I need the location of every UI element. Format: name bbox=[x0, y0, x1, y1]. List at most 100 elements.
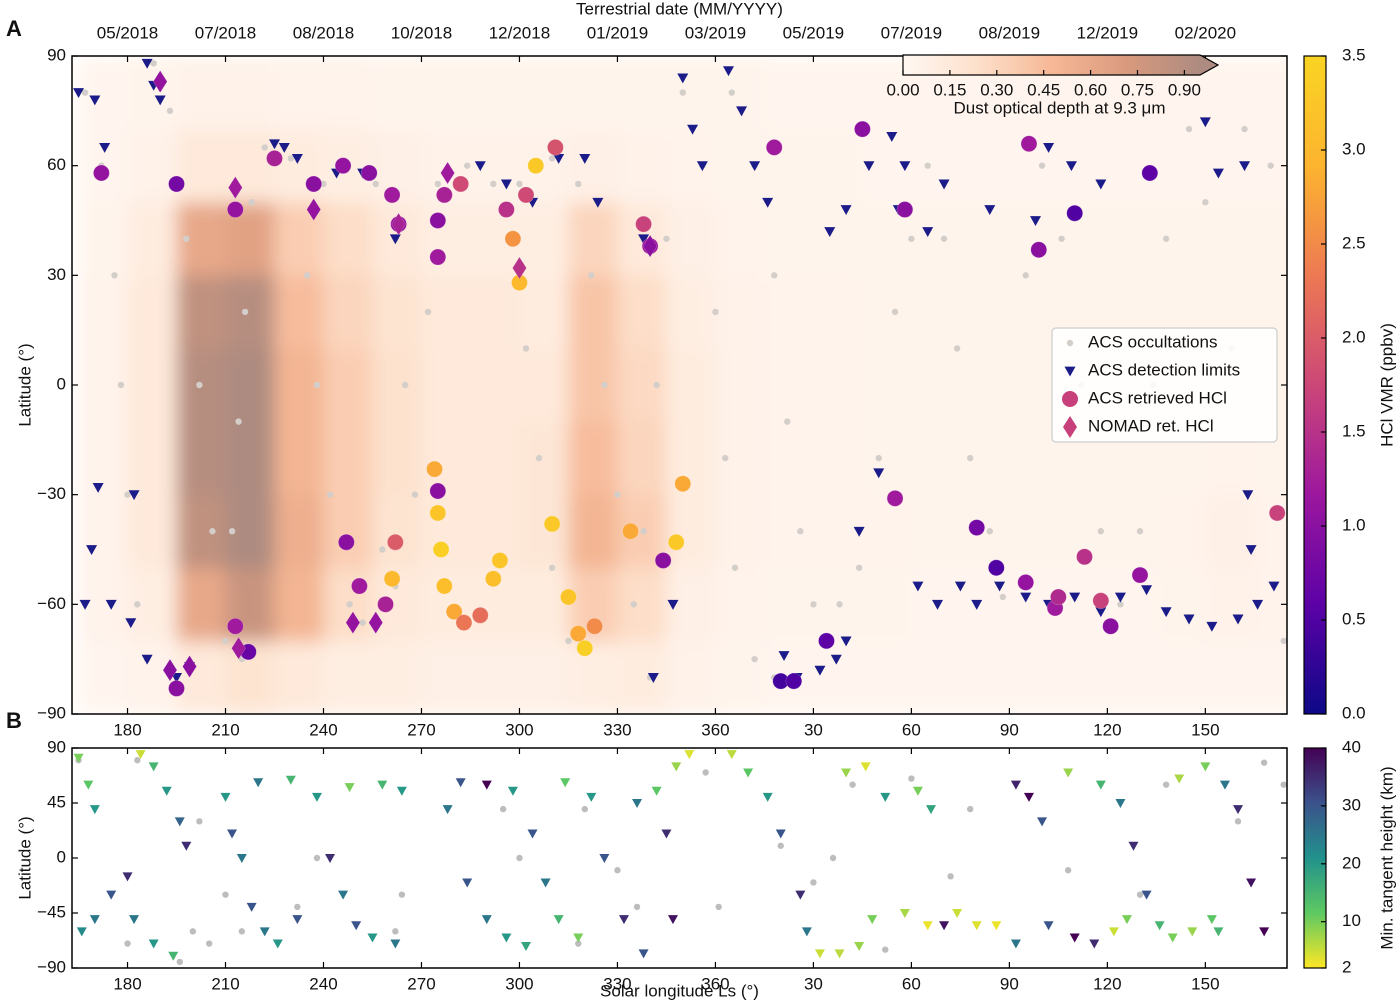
point bbox=[601, 381, 608, 389]
dust-cell bbox=[176, 640, 227, 714]
dust-cell bbox=[764, 275, 814, 349]
triangle bbox=[269, 139, 280, 150]
triangle bbox=[1268, 581, 1280, 592]
x-axis-label: Solar longitude Ls (°) bbox=[600, 981, 759, 1000]
triangle bbox=[834, 949, 845, 959]
triangle bbox=[573, 933, 584, 943]
triangle bbox=[344, 783, 355, 793]
point bbox=[712, 308, 719, 316]
triangle bbox=[141, 58, 153, 69]
point bbox=[1050, 588, 1067, 606]
point bbox=[372, 180, 379, 188]
triangle bbox=[863, 161, 875, 172]
triangle bbox=[1160, 607, 1172, 618]
dust-cell bbox=[666, 348, 716, 423]
triangle bbox=[553, 915, 564, 925]
dust-cell bbox=[764, 56, 814, 130]
point bbox=[455, 614, 473, 631]
point bbox=[1030, 241, 1048, 258]
dust-cell bbox=[666, 56, 716, 130]
triangle bbox=[991, 921, 1002, 931]
dust-cell bbox=[960, 640, 1010, 714]
point bbox=[398, 891, 406, 898]
triangle bbox=[592, 197, 604, 208]
dust-cell bbox=[960, 202, 1010, 276]
colorbar-tick-label: 20 bbox=[1342, 853, 1361, 872]
dust-cell bbox=[617, 56, 667, 130]
triangle bbox=[579, 153, 591, 164]
x-tick-label: 240 bbox=[309, 974, 337, 993]
dust-cell bbox=[274, 567, 324, 642]
triangle bbox=[481, 780, 492, 790]
point bbox=[654, 552, 672, 569]
dust-cell bbox=[1156, 494, 1206, 569]
dust-cell bbox=[617, 421, 667, 496]
y-tick-label: 90 bbox=[47, 45, 66, 64]
triangle bbox=[840, 205, 852, 216]
dust-cell bbox=[127, 275, 178, 349]
point bbox=[535, 454, 543, 462]
triangle bbox=[925, 805, 936, 815]
point bbox=[338, 533, 355, 551]
triangle bbox=[1212, 168, 1224, 179]
triangle bbox=[92, 482, 104, 493]
dust-cell bbox=[421, 202, 471, 276]
point bbox=[751, 655, 758, 663]
y-tick-label: −90 bbox=[37, 957, 66, 976]
point bbox=[134, 601, 141, 608]
x-tick-label: 180 bbox=[113, 974, 141, 993]
dust-cell bbox=[127, 56, 178, 130]
dust-cell bbox=[274, 421, 324, 496]
triangle bbox=[338, 890, 349, 900]
x-tick-label: 150 bbox=[1191, 974, 1219, 993]
series bbox=[73, 750, 1270, 961]
point bbox=[124, 491, 131, 498]
dust-cell bbox=[764, 567, 814, 642]
diamond bbox=[228, 176, 243, 200]
point bbox=[818, 632, 835, 650]
triangle bbox=[1183, 614, 1195, 625]
dust-cell bbox=[666, 640, 716, 714]
dust-cell bbox=[421, 56, 471, 130]
y-tick-label: 90 bbox=[47, 737, 66, 756]
dust-cell bbox=[176, 56, 227, 130]
x-tick-label: 360 bbox=[701, 720, 729, 739]
dust-cell bbox=[813, 275, 863, 349]
triangle bbox=[278, 142, 290, 153]
triangle bbox=[462, 878, 473, 888]
dust-cell bbox=[715, 348, 765, 423]
point bbox=[205, 940, 213, 947]
dust-cell bbox=[911, 494, 961, 569]
dust-cell bbox=[1107, 494, 1157, 569]
point bbox=[434, 180, 442, 188]
triangle bbox=[76, 927, 87, 937]
colorbar-tick-label: 0.5 bbox=[1342, 609, 1366, 628]
point bbox=[1076, 548, 1093, 566]
point bbox=[117, 381, 125, 389]
triangle bbox=[553, 153, 565, 164]
point bbox=[777, 842, 784, 849]
triangle bbox=[311, 792, 322, 802]
point bbox=[238, 928, 246, 935]
point bbox=[1268, 504, 1286, 522]
colorbar-tick-label: 10 bbox=[1342, 911, 1361, 930]
dust-cell bbox=[421, 421, 471, 496]
point bbox=[640, 528, 647, 535]
dust-cell bbox=[323, 56, 373, 130]
dust-cell bbox=[568, 275, 618, 349]
point bbox=[499, 805, 507, 813]
point bbox=[1260, 759, 1268, 766]
point bbox=[168, 175, 185, 193]
x-tick-label: 120 bbox=[1093, 974, 1121, 993]
dust-cell bbox=[1254, 202, 1287, 276]
point bbox=[986, 528, 993, 535]
dust-cell bbox=[421, 640, 471, 714]
colorbar-tick-label: 1.5 bbox=[1342, 421, 1366, 440]
triangle bbox=[389, 234, 401, 245]
series bbox=[152, 70, 658, 682]
triangle bbox=[1219, 780, 1230, 790]
triangle bbox=[1252, 599, 1264, 610]
triangle bbox=[1167, 933, 1178, 943]
x-tick-label: 330 bbox=[603, 974, 631, 993]
point bbox=[1162, 781, 1170, 788]
